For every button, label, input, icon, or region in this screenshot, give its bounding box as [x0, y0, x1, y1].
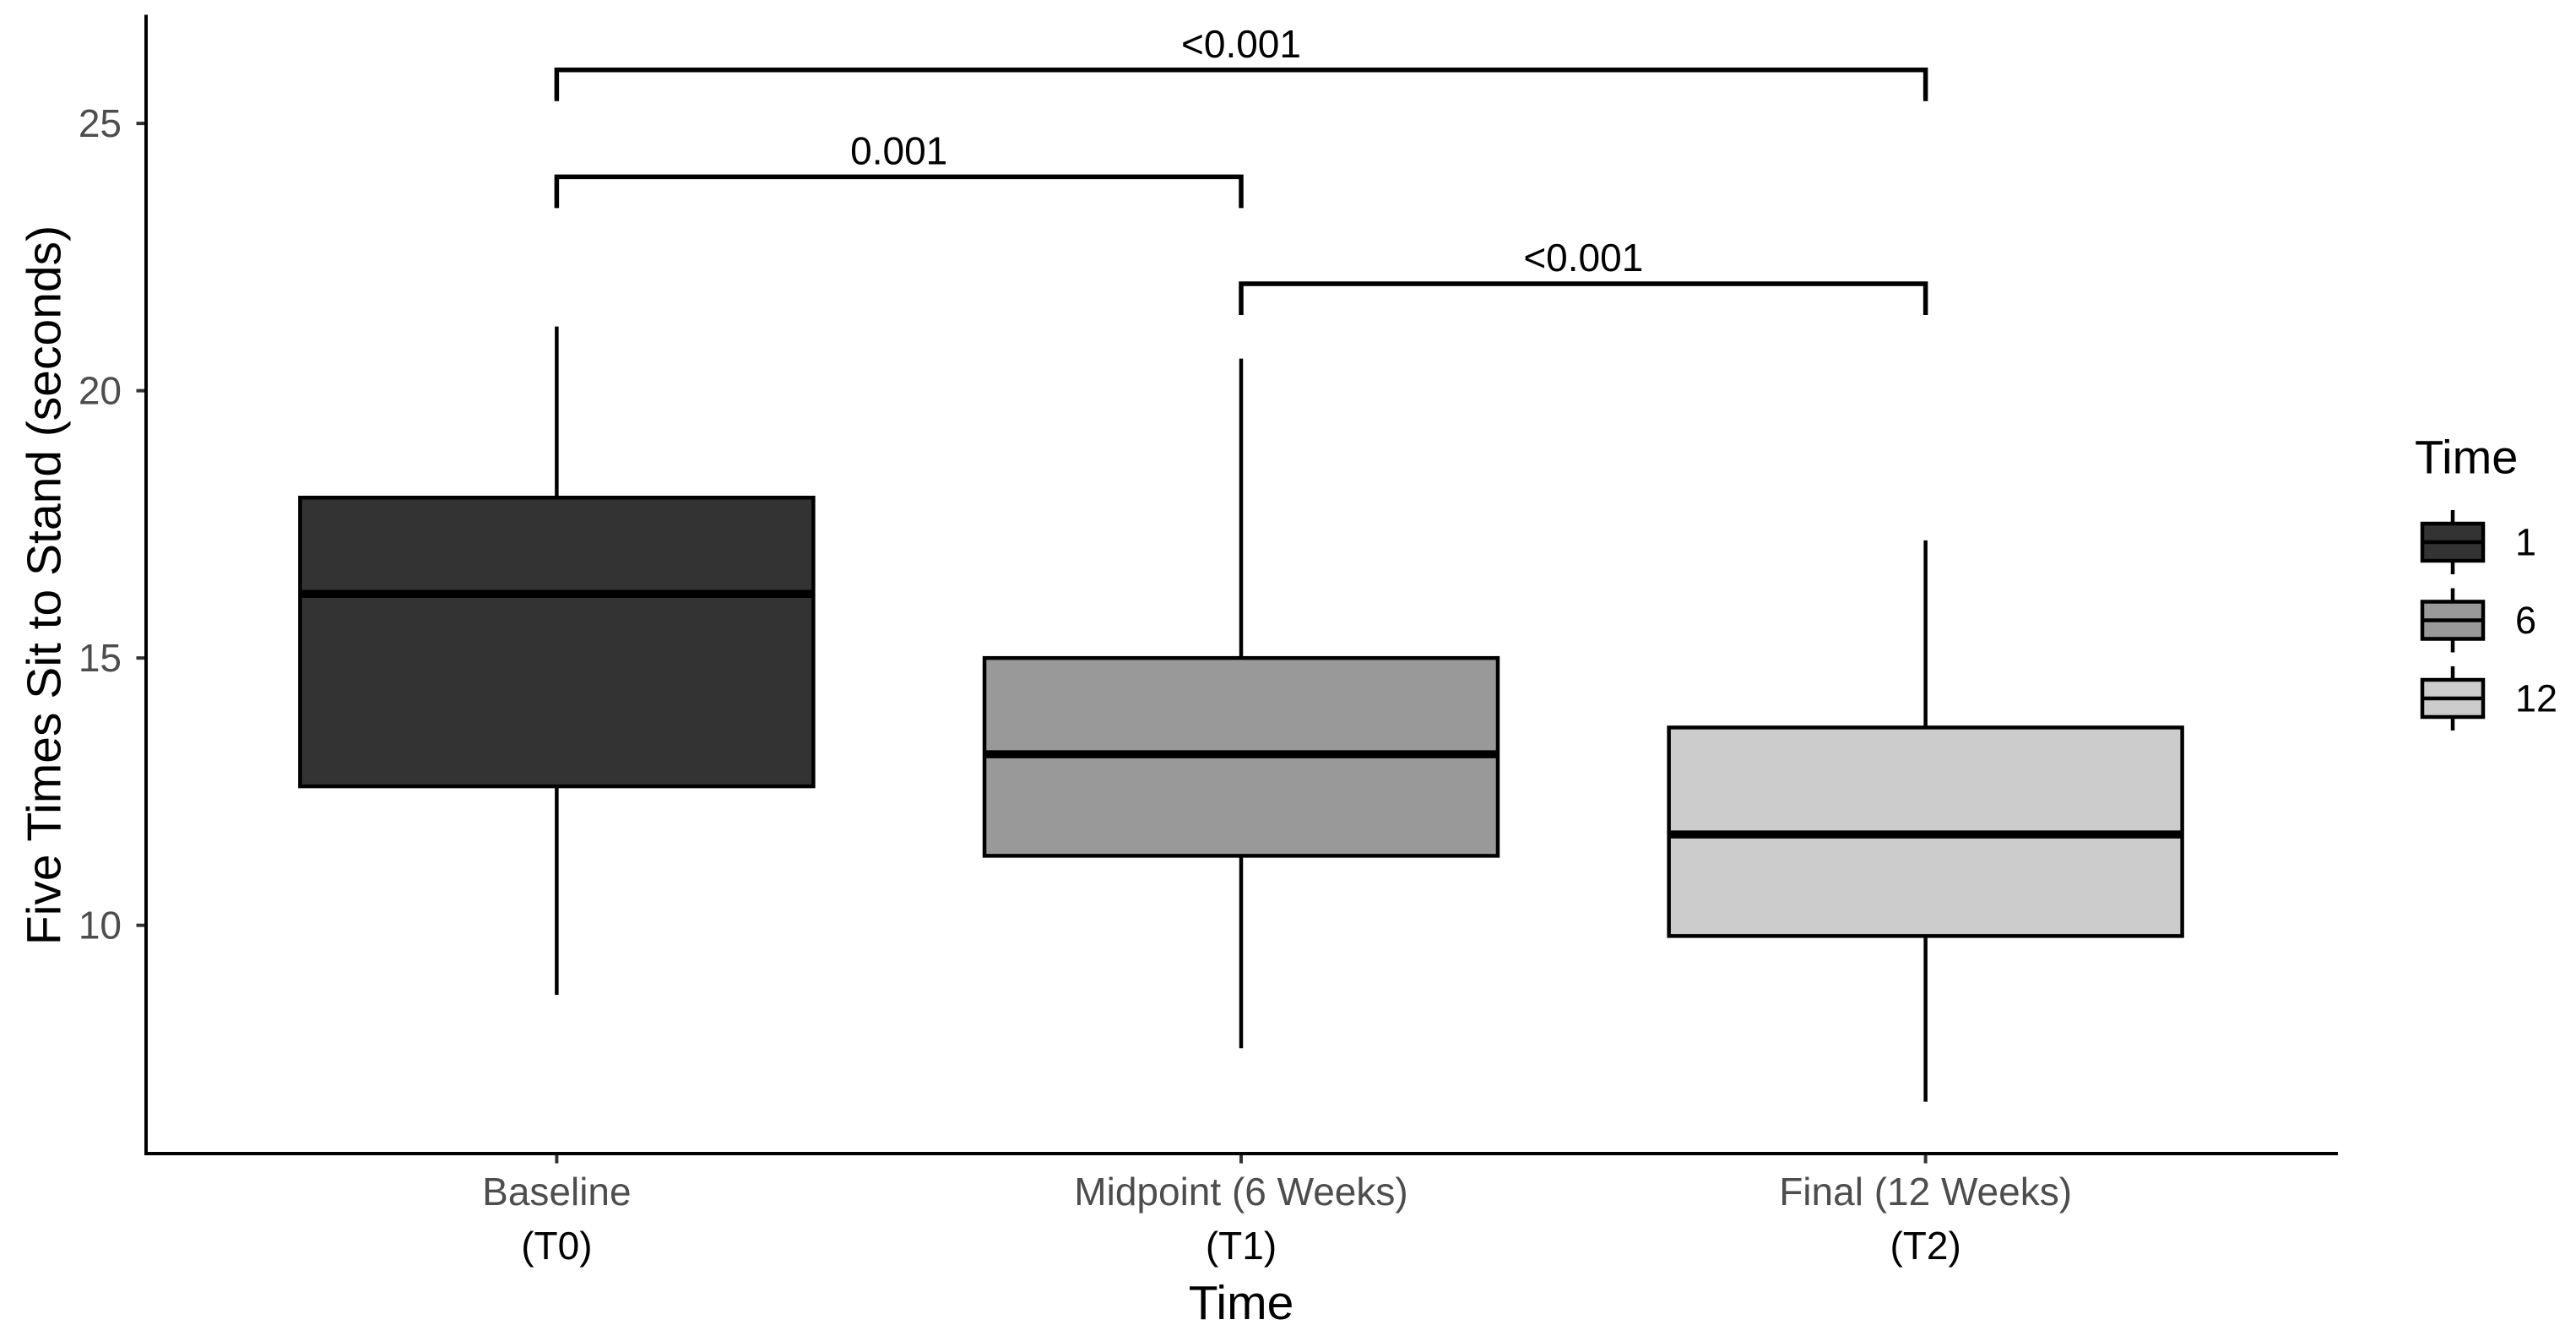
significance-bracket — [554, 68, 1928, 101]
plot-panel: 10 15 20 25 Baseline (T0) Midpoint (6 Weeks) (T… — [79, 14, 2338, 1268]
box-2 — [982, 358, 1500, 1049]
x-tick-sublabel: (T1) — [1206, 1224, 1277, 1268]
x-tick-label: Baseline — [482, 1170, 631, 1214]
p-value-label: <0.001 — [1181, 22, 1301, 66]
legend-key — [2420, 510, 2486, 574]
x-tick-sublabel: (T0) — [521, 1224, 592, 1268]
x-tick-label: Midpoint (6 Weeks) — [1074, 1170, 1407, 1214]
x-tick-label: Final (12 Weeks) — [1779, 1170, 2072, 1214]
p-value-label: <0.001 — [1523, 236, 1643, 280]
x-axis-title: Time — [1189, 1276, 1294, 1330]
y-tick-label: 20 — [79, 369, 122, 413]
y-axis-title: Five Times Sit to Stand (seconds) — [18, 225, 72, 945]
legend-label: 12 — [2515, 677, 2557, 720]
y-tick-label: 25 — [79, 101, 122, 145]
box-body — [298, 495, 816, 789]
significance-bracket — [1239, 281, 1928, 316]
legend-key — [2420, 666, 2486, 730]
x-tick-sublabel: (T2) — [1890, 1224, 1960, 1268]
legend-label: 1 — [2515, 521, 2536, 564]
box-3 — [1667, 540, 2184, 1102]
significance-bracket — [554, 174, 1244, 209]
p-value-label: 0.001 — [850, 128, 947, 172]
legend-title: Time — [2415, 431, 2518, 484]
box-1 — [298, 326, 816, 995]
legend-label: 6 — [2515, 599, 2536, 642]
y-tick-label: 10 — [79, 904, 122, 948]
y-tick-label: 15 — [79, 636, 122, 680]
legend-key — [2420, 588, 2486, 653]
